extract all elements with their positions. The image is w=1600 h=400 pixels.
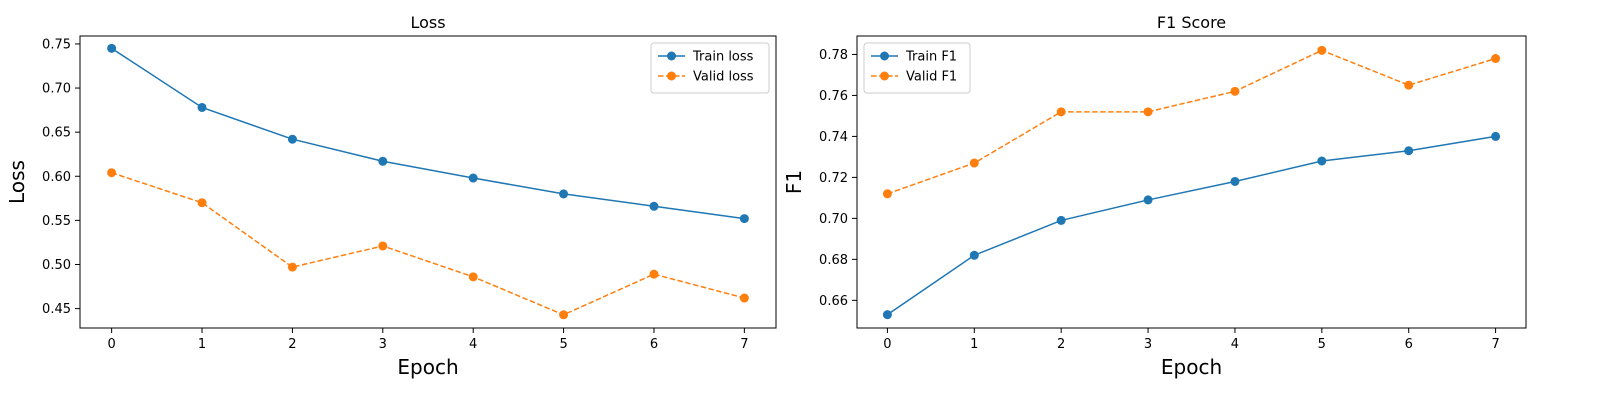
data-point (378, 156, 388, 166)
chart-title: Loss (410, 13, 445, 32)
x-tick-label: 5 (1318, 337, 1326, 352)
plot-area-frame (79, 35, 777, 329)
legend-entry-label: Valid loss (693, 70, 754, 85)
x-tick-label: 4 (469, 337, 477, 352)
x-tick-label: 0 (107, 337, 115, 352)
data-point (197, 102, 207, 112)
legend: Train F1 Valid F1 (863, 42, 971, 94)
y-tick-label: 0.45 (42, 302, 71, 317)
data-point (107, 168, 117, 178)
series-line-train-loss (111, 47, 745, 220)
series-line-valid-loss (111, 172, 745, 316)
data-point (287, 134, 297, 144)
data-point (468, 272, 478, 282)
y-tick-label: 0.70 (42, 82, 71, 97)
legend-swatch-marker (667, 71, 676, 81)
data-point (1404, 146, 1414, 156)
data-point (1143, 107, 1153, 117)
legend-swatch-marker (880, 71, 889, 81)
x-tick-label: 3 (379, 337, 387, 352)
y-axis-label: F1 (782, 170, 806, 194)
x-tick-label: 2 (1057, 337, 1065, 352)
chart-panel-1: F1 Score 0 1 2 3 4 5 6 7 0.66 0.68 0.70 0.72 0.74 0.76… (782, 13, 1527, 379)
y-tick-label: 0.72 (819, 171, 848, 186)
data-point (1230, 86, 1240, 96)
data-point (197, 198, 207, 208)
y-tick-label: 0.74 (819, 130, 848, 145)
series-line-valid-f1 (887, 49, 1496, 195)
x-tick-label: 4 (1231, 337, 1239, 352)
x-tick-label: 2 (288, 337, 296, 352)
y-tick-label: 0.76 (819, 89, 848, 104)
legend-entry-label: Valid F1 (906, 70, 957, 85)
y-tick-label: 0.65 (42, 126, 71, 141)
y-tick-label: 0.55 (42, 214, 71, 229)
y-axis-label: Loss (5, 160, 29, 204)
x-tick-label: 6 (1405, 337, 1413, 352)
y-tick-label: 0.70 (819, 212, 848, 227)
data-point (969, 158, 979, 168)
data-point (1230, 176, 1240, 186)
x-tick-label: 3 (1144, 337, 1152, 352)
x-tick-label: 0 (883, 337, 891, 352)
y-tick-label: 0.50 (42, 258, 71, 273)
y-tick-label: 0.78 (819, 48, 848, 63)
data-point (1056, 107, 1066, 117)
data-point (468, 173, 478, 183)
x-tick-label: 1 (970, 337, 978, 352)
x-tick-label: 7 (740, 337, 748, 352)
legend: Train loss Valid loss (650, 42, 770, 94)
data-point (882, 189, 892, 199)
data-point (1491, 54, 1501, 64)
data-point (1491, 131, 1501, 141)
y-tick-label: 0.66 (819, 294, 848, 309)
legend-entry-label: Train loss (692, 50, 754, 65)
x-tick-label: 6 (650, 337, 658, 352)
data-point (649, 201, 659, 211)
data-point (1317, 156, 1327, 166)
legend-swatch-marker (880, 51, 889, 61)
data-point (739, 293, 749, 303)
x-tick-label: 7 (1491, 337, 1499, 352)
data-point (969, 250, 979, 260)
legend-entry-label: Train F1 (905, 50, 957, 65)
x-tick-label: 1 (198, 337, 206, 352)
x-tick-label: 5 (559, 337, 567, 352)
chart-panel-0: Loss 0 1 2 3 4 5 6 7 0.45 0.50 0.55 0.60 0.65 0.70 0.75… (5, 13, 777, 379)
data-point (287, 262, 297, 272)
data-point (1143, 195, 1153, 205)
y-tick-label: 0.75 (42, 37, 71, 52)
x-axis-label: Epoch (1161, 355, 1222, 379)
chart-title: F1 Score (1157, 13, 1226, 32)
y-tick-label: 0.68 (819, 253, 848, 268)
data-point (378, 241, 388, 251)
legend-swatch-marker (667, 51, 676, 61)
x-axis-label: Epoch (397, 355, 458, 379)
data-point (1317, 45, 1327, 55)
y-tick-label: 0.60 (42, 170, 71, 185)
data-point (739, 214, 749, 224)
data-point (559, 189, 569, 199)
data-point (1056, 215, 1066, 225)
data-point (882, 310, 892, 320)
data-point (649, 269, 659, 279)
data-point (559, 310, 569, 320)
plot-area-frame (856, 35, 1527, 329)
data-point (1404, 80, 1414, 90)
data-point (107, 43, 117, 53)
series-line-train-f1 (886, 135, 1496, 316)
